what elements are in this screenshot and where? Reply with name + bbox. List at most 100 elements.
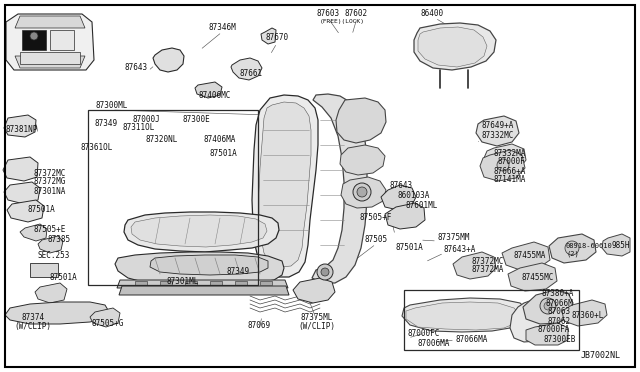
- Polygon shape: [523, 290, 573, 324]
- Polygon shape: [336, 98, 386, 143]
- Text: 87380+A: 87380+A: [541, 289, 573, 298]
- Polygon shape: [124, 212, 279, 252]
- Polygon shape: [414, 23, 496, 70]
- Text: 87006MA: 87006MA: [418, 339, 451, 347]
- Text: 87301NA: 87301NA: [33, 186, 65, 196]
- Polygon shape: [484, 144, 526, 172]
- Text: 87666+A: 87666+A: [493, 167, 525, 176]
- Text: 87375MM: 87375MM: [437, 232, 469, 241]
- Text: 87455MC: 87455MC: [521, 273, 554, 282]
- Circle shape: [321, 268, 329, 276]
- Text: 87602: 87602: [344, 10, 367, 19]
- Polygon shape: [526, 323, 568, 345]
- Polygon shape: [480, 150, 525, 181]
- Text: 87501A: 87501A: [49, 273, 77, 282]
- Polygon shape: [4, 115, 36, 137]
- Text: 87000FC: 87000FC: [408, 330, 440, 339]
- Circle shape: [565, 241, 579, 255]
- Text: 87300E: 87300E: [182, 115, 210, 124]
- Text: 87000FA: 87000FA: [538, 326, 570, 334]
- Text: 87374: 87374: [21, 314, 45, 323]
- Text: 860103A: 860103A: [397, 192, 429, 201]
- Polygon shape: [252, 95, 318, 277]
- Text: 87300EB: 87300EB: [543, 334, 575, 343]
- Bar: [88, 110, 258, 285]
- Text: 87603: 87603: [316, 10, 340, 19]
- Polygon shape: [50, 30, 74, 50]
- Polygon shape: [150, 255, 268, 275]
- Circle shape: [357, 187, 367, 197]
- Polygon shape: [508, 263, 557, 291]
- Text: 87601ML: 87601ML: [405, 202, 437, 211]
- Circle shape: [497, 159, 509, 171]
- Text: 87505+G: 87505+G: [92, 318, 124, 327]
- Polygon shape: [38, 236, 63, 253]
- Text: (2): (2): [566, 251, 579, 257]
- Polygon shape: [502, 242, 550, 270]
- Polygon shape: [562, 300, 607, 326]
- Text: 87141MA: 87141MA: [493, 176, 525, 185]
- Polygon shape: [453, 252, 496, 279]
- Polygon shape: [385, 203, 425, 229]
- Polygon shape: [20, 52, 80, 64]
- Polygon shape: [5, 302, 108, 324]
- Polygon shape: [259, 102, 311, 267]
- Text: 87361OL: 87361OL: [81, 144, 113, 153]
- Bar: [210, 281, 222, 285]
- Polygon shape: [312, 94, 367, 283]
- Text: 87062: 87062: [548, 317, 571, 326]
- Polygon shape: [4, 182, 40, 204]
- Text: (W/CLIP): (W/CLIP): [298, 321, 335, 330]
- Circle shape: [30, 32, 38, 40]
- Polygon shape: [117, 280, 288, 288]
- Text: 87661: 87661: [239, 68, 262, 77]
- Polygon shape: [3, 157, 38, 181]
- Text: 87406MA: 87406MA: [204, 135, 236, 144]
- Text: 87301ML: 87301ML: [167, 278, 199, 286]
- Polygon shape: [402, 298, 528, 332]
- Text: 87069: 87069: [248, 321, 271, 330]
- Circle shape: [540, 298, 556, 314]
- Bar: [160, 281, 172, 285]
- Text: 87311OL: 87311OL: [123, 124, 155, 132]
- Polygon shape: [15, 16, 85, 28]
- Text: 87000J: 87000J: [132, 115, 160, 124]
- Text: 87349: 87349: [95, 119, 118, 128]
- Text: 87505: 87505: [364, 235, 388, 244]
- Polygon shape: [15, 56, 85, 68]
- Text: 87385: 87385: [48, 235, 71, 244]
- Polygon shape: [406, 302, 520, 330]
- Text: 87372MG: 87372MG: [33, 177, 65, 186]
- Text: 87360+L: 87360+L: [571, 311, 604, 321]
- Polygon shape: [22, 30, 46, 50]
- Polygon shape: [340, 145, 385, 175]
- Text: 87346M: 87346M: [208, 23, 236, 32]
- Text: (FREE)(LOCK): (FREE)(LOCK): [319, 19, 365, 23]
- Polygon shape: [510, 298, 554, 342]
- Text: 87455MA: 87455MA: [514, 250, 547, 260]
- Bar: [404, 290, 579, 350]
- Polygon shape: [476, 116, 519, 146]
- Text: 87406MC: 87406MC: [199, 92, 231, 100]
- Text: 87505+F: 87505+F: [360, 214, 392, 222]
- Text: SEC.253: SEC.253: [38, 250, 70, 260]
- Text: 87063: 87063: [548, 308, 571, 317]
- Polygon shape: [341, 177, 386, 208]
- Text: (W/CLIP): (W/CLIP): [15, 323, 51, 331]
- Text: 87501A: 87501A: [395, 243, 423, 251]
- Circle shape: [353, 183, 371, 201]
- Text: 87066MA: 87066MA: [455, 336, 488, 344]
- Bar: [235, 281, 247, 285]
- Bar: [30, 263, 58, 277]
- Bar: [135, 281, 147, 285]
- Text: 87643: 87643: [390, 182, 413, 190]
- Polygon shape: [231, 58, 262, 80]
- Text: 87372MC: 87372MC: [472, 257, 504, 266]
- Text: 08918-60610: 08918-60610: [566, 243, 612, 249]
- Text: 87066M: 87066M: [546, 298, 573, 308]
- Polygon shape: [418, 27, 487, 67]
- Polygon shape: [153, 48, 184, 72]
- Text: 87649+A: 87649+A: [481, 122, 513, 131]
- Text: 87320NL: 87320NL: [146, 135, 178, 144]
- Text: 87332MA: 87332MA: [494, 148, 526, 157]
